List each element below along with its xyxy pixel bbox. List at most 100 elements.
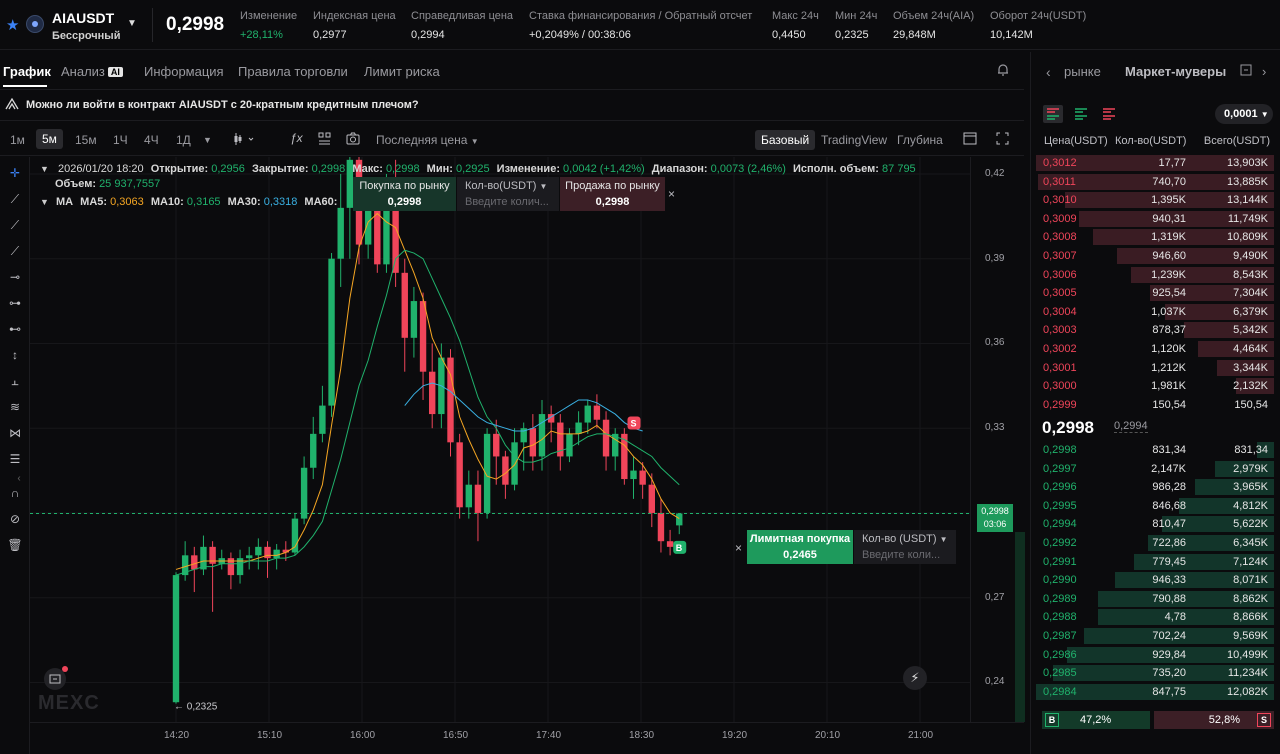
close-quick-trade-icon[interactable]: ×: [668, 187, 676, 201]
candle-body[interactable]: [255, 546, 262, 556]
candle-body[interactable]: [209, 546, 216, 564]
ask-row[interactable]: 0,3012 17,77 13,903K: [1036, 154, 1274, 172]
tab-trading-rules[interactable]: Правила торговли: [238, 64, 348, 79]
bid-row[interactable]: 0,2994 810,47 5,622K: [1036, 515, 1274, 533]
candle-body[interactable]: [419, 301, 427, 372]
ob-view-both-icon[interactable]: [1043, 105, 1063, 123]
candle-body[interactable]: [227, 558, 235, 576]
hide-drawings-icon[interactable]: ⊘: [9, 512, 21, 526]
fullscreen-icon[interactable]: [996, 132, 1009, 148]
candle-body[interactable]: [511, 442, 518, 485]
horizontal-ray-icon[interactable]: ⊶: [9, 296, 21, 310]
panel-layout-icon[interactable]: [963, 132, 977, 148]
timeframe-5m[interactable]: 5м: [36, 129, 63, 149]
ob-last-price[interactable]: 0,2998: [1042, 418, 1094, 437]
horizontal-line-icon[interactable]: ⊸: [9, 270, 21, 284]
candle-body[interactable]: [612, 433, 619, 457]
ask-row[interactable]: 0,3007 946,60 9,490K: [1036, 247, 1274, 265]
fib-levels-icon[interactable]: ☰: [9, 452, 21, 466]
candle-body[interactable]: [575, 422, 582, 434]
ob-view-asks-icon[interactable]: [1099, 105, 1119, 126]
timeframe-1m[interactable]: 1м: [10, 133, 25, 147]
ob-tab-market[interactable]: рынке: [1064, 64, 1101, 79]
extended-line-icon[interactable]: ⟋: [10, 244, 20, 258]
limit-qty-input[interactable]: Кол-во (USDT) ▼ Введите коли...: [854, 530, 956, 564]
candlestick-chart[interactable]: ← 0,2325 S B: [30, 157, 970, 722]
candle-body[interactable]: [502, 456, 509, 485]
candle-body[interactable]: [657, 512, 665, 542]
bid-row[interactable]: 0,2991 779,45 7,124K: [1036, 553, 1274, 571]
tab-chart[interactable]: График: [3, 64, 51, 79]
ob-prev-tab-icon[interactable]: ‹: [1046, 64, 1051, 80]
symbol-dropdown-icon[interactable]: ▼: [127, 18, 137, 29]
candle-body[interactable]: [319, 405, 326, 434]
ask-row[interactable]: 0,3010 1,395K 13,144K: [1036, 191, 1274, 209]
candle-body[interactable]: [666, 541, 674, 547]
candle-body[interactable]: [483, 433, 491, 513]
ask-row[interactable]: 0,3011 740,70 13,885K: [1036, 173, 1274, 191]
bell-icon[interactable]: [996, 63, 1010, 80]
candle-body[interactable]: [200, 546, 207, 570]
candle-body[interactable]: [456, 442, 463, 508]
market-buy-button[interactable]: Покупка по рынку 0,2998: [353, 177, 456, 211]
candle-body[interactable]: [328, 258, 335, 406]
candle-body[interactable]: [264, 546, 271, 559]
candle-type-icon[interactable]: [233, 132, 255, 149]
candle-body[interactable]: [566, 433, 573, 457]
trash-icon[interactable]: 🗑: [7, 538, 23, 552]
candle-body[interactable]: [374, 202, 381, 265]
legend-collapse-icon[interactable]: ▼: [40, 164, 49, 174]
ask-row[interactable]: 0,3008 1,319K 10,809K: [1036, 228, 1274, 246]
candle-body[interactable]: [429, 371, 436, 415]
tab-analysis[interactable]: Анализ AI: [61, 64, 123, 79]
bid-row[interactable]: 0,2988 4,78 8,866K: [1036, 608, 1274, 626]
ob-next-tab-icon[interactable]: ›: [1262, 64, 1267, 79]
bid-row[interactable]: 0,2992 722,86 6,345K: [1036, 534, 1274, 552]
price-chart[interactable]: ← 0,2325 S B: [30, 157, 970, 722]
lightning-icon[interactable]: ⚡: [903, 666, 927, 690]
view-depth[interactable]: Глубина: [897, 133, 943, 147]
camera-icon[interactable]: [346, 132, 360, 148]
symbol-name[interactable]: AIAUSDT: [52, 10, 115, 26]
favorite-star-icon[interactable]: ★: [6, 17, 20, 34]
candle-body[interactable]: [639, 470, 646, 485]
bid-row[interactable]: 0,2985 735,20 11,234K: [1036, 664, 1274, 682]
collapse-toolbar-icon[interactable]: ‹: [17, 473, 21, 484]
timeframe-15m[interactable]: 15м: [75, 133, 97, 147]
candle-body[interactable]: [493, 433, 500, 457]
close-limit-order-icon[interactable]: ×: [735, 541, 743, 555]
timeframe-more-icon[interactable]: ▼: [203, 135, 212, 145]
ob-precision-select[interactable]: 0,0001 ▼: [1215, 104, 1273, 124]
replay-button[interactable]: [44, 666, 68, 690]
candle-body[interactable]: [648, 484, 655, 513]
timeframe-4h[interactable]: 4Ч: [144, 133, 159, 147]
candle-body[interactable]: [282, 549, 289, 553]
ob-view-bids-icon[interactable]: [1071, 105, 1091, 126]
ob-tab-market-movers[interactable]: Маркет-муверы: [1125, 64, 1227, 79]
ask-row[interactable]: 0,3009 940,31 11,749K: [1036, 210, 1274, 228]
ai-question-banner[interactable]: Можно ли войти в контракт AIAUSDT с 20-к…: [0, 91, 1024, 121]
ray-icon[interactable]: ⟋: [10, 218, 20, 232]
tab-info[interactable]: Информация: [144, 64, 224, 79]
candle-body[interactable]: [410, 301, 418, 338]
candle-body[interactable]: [602, 419, 610, 457]
candle-body[interactable]: [273, 549, 280, 559]
bid-row[interactable]: 0,2997 2,147K 2,979K: [1036, 460, 1274, 478]
pattern-tool-icon[interactable]: ⋈: [9, 426, 21, 440]
fib-tool-icon[interactable]: ≋: [9, 400, 21, 414]
ask-row[interactable]: 0,3001 1,212K 3,344K: [1036, 359, 1274, 377]
trend-line-icon[interactable]: ⟋: [10, 192, 20, 206]
ob-expand-icon[interactable]: [1240, 64, 1252, 79]
bid-row[interactable]: 0,2989 790,88 8,862K: [1036, 590, 1274, 608]
bid-row[interactable]: 0,2998 831,34 831,34: [1036, 441, 1274, 459]
candle-body[interactable]: [246, 555, 253, 559]
magnet-icon[interactable]: ∩: [10, 486, 20, 500]
candle-body[interactable]: [300, 467, 308, 519]
candle-body[interactable]: [172, 575, 180, 703]
vertical-line-icon[interactable]: ↕: [12, 348, 18, 362]
view-basic[interactable]: Базовый: [755, 130, 816, 150]
ask-row[interactable]: 0,3004 1,037K 6,379K: [1036, 303, 1274, 321]
price-range-icon[interactable]: ⫠: [11, 374, 19, 388]
candle-body[interactable]: [181, 555, 189, 576]
